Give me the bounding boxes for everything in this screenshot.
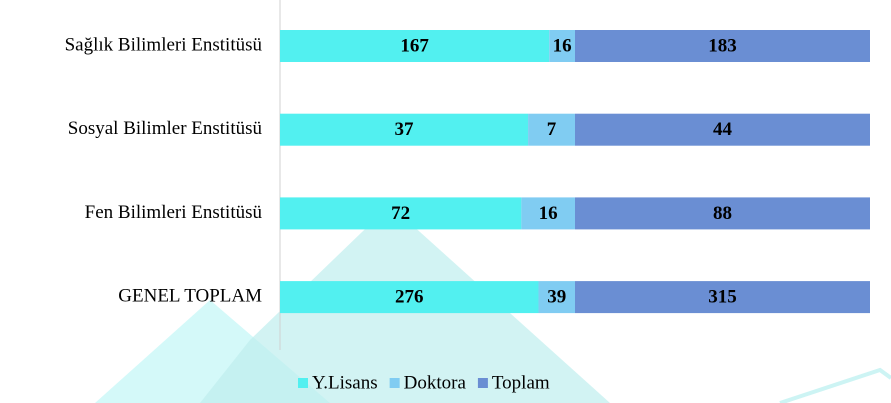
category-label: Sosyal Bilimler Enstitüsü — [68, 118, 263, 139]
bar-segment — [280, 113, 529, 146]
data-label: 167 — [400, 35, 429, 56]
data-label: 16 — [553, 35, 572, 56]
data-label: 88 — [713, 203, 732, 224]
bar-segment — [521, 197, 575, 230]
data-label: 44 — [713, 119, 733, 140]
legend-swatch — [298, 378, 308, 388]
legend-label: Doktora — [404, 372, 467, 393]
legend-swatch — [389, 378, 400, 388]
data-label: 7 — [547, 119, 557, 140]
bar-segment — [575, 113, 870, 146]
bar-segment — [549, 30, 575, 62]
bar-segment — [538, 281, 575, 314]
data-label: 16 — [539, 203, 558, 224]
data-label: 276 — [395, 286, 424, 307]
bar-segment — [280, 281, 539, 314]
data-label: 37 — [395, 119, 415, 140]
category-label: Fen Bilimleri Enstitüsü — [85, 202, 263, 223]
data-label: 315 — [708, 286, 737, 307]
bar-segment — [528, 113, 575, 146]
bar-segment — [575, 281, 870, 314]
decor — [779, 367, 891, 403]
data-label: 183 — [708, 35, 737, 56]
data-label: 39 — [547, 286, 566, 307]
bar-segment — [575, 197, 870, 230]
data-label: 72 — [391, 203, 410, 224]
legend-label: Y.Lisans — [312, 372, 378, 393]
category-label: GENEL TOPLAM — [118, 285, 262, 306]
bar-segment — [575, 30, 870, 62]
legend-swatch — [477, 378, 488, 388]
bar-segment — [280, 30, 550, 62]
category-label: Sağlık Bilimleri Enstitüsü — [65, 34, 263, 55]
legend-label: Toplam — [492, 372, 550, 393]
bar-segment — [280, 197, 522, 230]
